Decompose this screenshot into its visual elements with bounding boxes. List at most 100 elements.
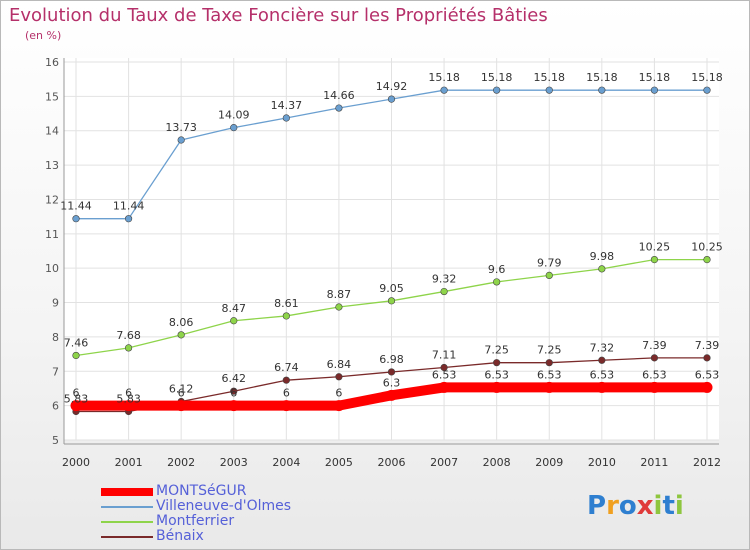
data-label: 7.11 [432, 348, 457, 361]
x-tick-label: 2009 [535, 456, 563, 469]
data-label: 6.53 [537, 368, 562, 381]
data-point [493, 86, 501, 94]
chart-subtitle: (en %) [25, 29, 62, 42]
data-label: 11.44 [60, 200, 92, 213]
data-label: 15.18 [586, 71, 618, 84]
data-point [493, 359, 501, 367]
data-label: 6.98 [379, 353, 404, 366]
data-label: 7.68 [116, 329, 141, 342]
legend-label: Bénaix [156, 528, 204, 544]
data-point [333, 400, 345, 412]
x-tick-label: 2000 [62, 456, 90, 469]
data-point [543, 381, 555, 393]
x-tick-label: 2004 [272, 456, 300, 469]
data-label: 9.98 [590, 250, 615, 263]
data-label: 9.6 [488, 263, 506, 276]
data-label: 9.32 [432, 273, 457, 286]
legend-label: Montferrier [156, 513, 235, 529]
data-label: 7.46 [64, 336, 89, 349]
line-chart: 5 6 7 8 9 10 11 12 13 14 15 16 2000 2001 2002 2003 2004 2… [45, 56, 723, 469]
data-point [177, 331, 185, 339]
data-point [230, 317, 238, 325]
data-point [124, 215, 133, 223]
data-label: 14.66 [323, 89, 355, 102]
data-label: 8.06 [169, 316, 194, 329]
data-label: 15.18 [481, 71, 513, 84]
legend-swatch [101, 521, 153, 523]
data-label: 9.79 [537, 256, 562, 269]
data-label: 6 [283, 387, 290, 400]
data-point [72, 351, 80, 360]
logo-letter: x [636, 491, 654, 521]
y-tick-label: 14 [45, 125, 59, 138]
logo-letter: i [653, 491, 663, 521]
y-tick-label: 9 [52, 297, 59, 310]
x-tick-label: 2005 [325, 456, 353, 469]
x-tick-label: 2006 [378, 456, 406, 469]
data-label: 6.53 [432, 368, 457, 381]
data-point [230, 124, 238, 132]
data-point [440, 363, 448, 372]
legend-swatch [101, 536, 153, 538]
data-point [386, 389, 397, 401]
data-point [123, 400, 135, 412]
data-label: 7.39 [695, 339, 720, 352]
data-point [175, 400, 187, 412]
x-tick-label: 2002 [167, 456, 195, 469]
data-label: 15.18 [691, 71, 723, 84]
data-point [650, 86, 659, 94]
data-label: 15.18 [428, 71, 460, 84]
data-point [650, 255, 659, 264]
x-tick-label: 2007 [430, 456, 458, 469]
data-label: 15.18 [534, 71, 566, 84]
data-label: 10.25 [691, 241, 723, 254]
data-label: 7.25 [484, 344, 509, 357]
data-point [280, 400, 292, 412]
legend-label: MONTSéGUR [156, 483, 247, 499]
chart-title: Evolution du Taux de Taxe Foncière sur l… [9, 5, 548, 26]
y-tick-label: 5 [52, 434, 59, 447]
data-point [701, 381, 713, 393]
data-label: 5.83 [116, 392, 141, 405]
data-label: 11.44 [113, 200, 145, 213]
y-tick-label: 6 [52, 400, 59, 413]
x-tick-label: 2008 [483, 456, 511, 469]
data-label: 6 [335, 387, 342, 400]
data-label: 8.47 [222, 302, 247, 315]
data-point [282, 312, 290, 320]
data-point [282, 376, 290, 384]
data-point [282, 114, 290, 122]
data-point [703, 255, 711, 264]
data-label: 6.12 [169, 383, 194, 396]
data-label: 6.53 [484, 368, 509, 381]
data-label: 6.84 [327, 358, 352, 371]
data-label: 15.18 [639, 71, 671, 84]
x-tick-label: 2011 [640, 456, 668, 469]
data-label: 14.92 [376, 80, 408, 93]
y-tick-label: 8 [52, 331, 59, 344]
logo-letter: o [618, 491, 637, 521]
data-label: 6.53 [642, 368, 667, 381]
y-tick-label: 11 [45, 228, 59, 241]
data-label: 6.42 [222, 372, 247, 385]
data-point [703, 354, 711, 362]
data-point [70, 400, 82, 412]
y-tick-label: 12 [45, 193, 59, 206]
data-point [598, 86, 606, 94]
data-point [387, 95, 396, 103]
data-point [493, 278, 501, 286]
data-point [650, 354, 659, 362]
data-point [648, 381, 660, 393]
data-label: 13.73 [165, 121, 197, 134]
data-point [438, 381, 450, 393]
data-label: 6.3 [383, 376, 401, 389]
data-point [387, 368, 396, 376]
data-label: 5.83 [64, 392, 89, 405]
logo-letter: r [606, 491, 619, 521]
y-tick-label: 15 [45, 90, 59, 103]
data-label: 14.37 [271, 99, 303, 112]
data-point [545, 86, 553, 94]
x-tick-label: 2010 [588, 456, 616, 469]
data-point [335, 104, 343, 112]
data-label: 6 [178, 387, 185, 400]
